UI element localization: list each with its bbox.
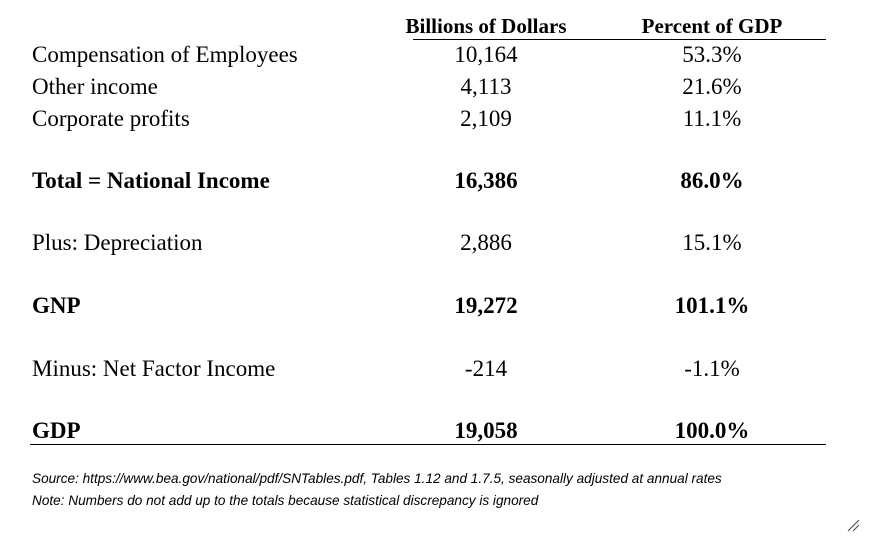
table-header: Billions of Dollars Percent of GDP [30, 14, 826, 38]
row-percent: 15.1% [682, 230, 742, 255]
table-row: Minus: Net Factor Income -214 -1.1% [30, 355, 826, 383]
row-label: Compensation of Employees [32, 42, 298, 67]
row-label: GDP [32, 418, 81, 443]
table-bottom-rule [30, 444, 826, 445]
table-row-gnp: GNP 19,272 101.1% [30, 292, 826, 320]
row-percent: 86.0% [680, 168, 744, 193]
row-billions: 10,164 [454, 42, 518, 67]
row-label: GNP [32, 293, 81, 318]
row-billions: 4,113 [460, 74, 512, 99]
discrepancy-note: Note: Numbers do not add up to the total… [32, 493, 539, 508]
row-billions: 2,886 [460, 230, 512, 255]
header-rule [413, 39, 826, 40]
table-notes: Source: https://www.bea.gov/national/pdf… [32, 468, 722, 512]
row-billions: 19,272 [454, 293, 518, 318]
row-label: Total = National Income [32, 168, 270, 193]
row-percent: -1.1% [684, 356, 740, 381]
table-row: Other income 4,113 21.6% [30, 73, 826, 101]
row-label: Corporate profits [32, 106, 190, 131]
source-note: Source: https://www.bea.gov/national/pdf… [32, 471, 722, 486]
resize-grip-icon[interactable] [844, 516, 860, 532]
row-percent: 101.1% [674, 293, 750, 318]
row-percent: 53.3% [682, 42, 742, 67]
row-label: Minus: Net Factor Income [32, 356, 276, 381]
row-percent: 100.0% [674, 418, 750, 443]
table-row: Compensation of Employees 10,164 53.3% [30, 41, 826, 69]
row-label: Plus: Depreciation [32, 230, 203, 255]
row-billions: 19,058 [454, 418, 518, 443]
row-percent: 11.1% [682, 106, 742, 131]
row-percent: 21.6% [682, 74, 742, 99]
column-header-billions: Billions of Dollars [405, 14, 567, 38]
table-row: Corporate profits 2,109 11.1% [30, 105, 826, 133]
table-row-gdp: GDP 19,058 100.0% [30, 417, 826, 445]
column-header-percent: Percent of GDP [641, 14, 783, 38]
table-row: Plus: Depreciation 2,886 15.1% [30, 229, 826, 257]
row-billions: -214 [464, 356, 508, 381]
row-billions: 16,386 [454, 168, 518, 193]
table-row-total-national-income: Total = National Income 16,386 86.0% [30, 167, 826, 195]
row-label: Other income [32, 74, 158, 99]
row-billions: 2,109 [460, 106, 512, 131]
